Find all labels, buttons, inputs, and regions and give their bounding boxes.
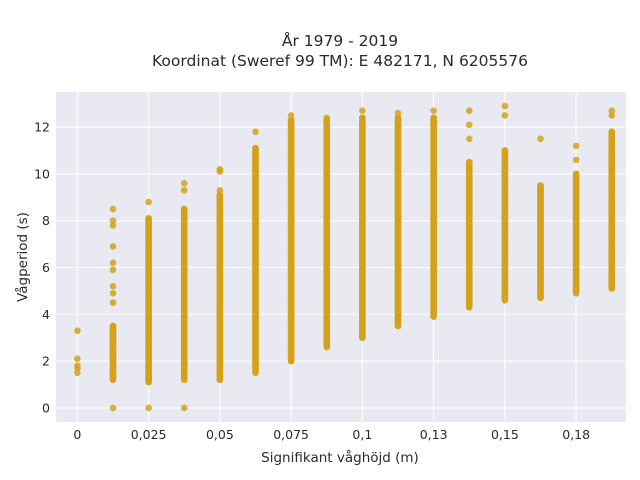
scatter-column (430, 107, 437, 320)
y-axis-label: Vågperiod (s) (14, 212, 31, 302)
scatter-column (323, 114, 331, 351)
scatter-point (430, 312, 437, 320)
scatter-column (145, 198, 152, 412)
scatter-point (216, 374, 224, 382)
y-tick-label: 2 (42, 354, 50, 369)
scatter-column (109, 205, 117, 412)
scatter-point (180, 179, 188, 187)
scatter-point (109, 404, 117, 412)
scatter-point (180, 373, 188, 381)
x-axis-label: Signifikant våghöjd (m) (261, 449, 419, 466)
scatter-point (359, 333, 366, 341)
x-tick-label: 0,05 (206, 427, 234, 442)
scatter-point (74, 369, 81, 377)
scatter-point (74, 364, 81, 372)
data-points (74, 102, 616, 412)
scatter-point (145, 404, 152, 412)
scatter-column (394, 109, 402, 330)
scatter-point (359, 107, 366, 115)
scatter-point (145, 198, 152, 206)
scatter-point (109, 299, 117, 306)
scatter-point (608, 284, 616, 292)
scatter-point (109, 289, 117, 297)
scatter-point (501, 294, 509, 301)
scatter-point (109, 217, 117, 225)
y-tick-label: 10 (34, 166, 50, 181)
scatter-point (180, 186, 188, 194)
x-tick-label: 0,1 (352, 427, 372, 442)
scatter-point (216, 165, 224, 173)
scatter-point (287, 112, 295, 119)
x-tick-label: 0 (73, 427, 81, 442)
scatter-point (537, 135, 544, 143)
scatter-point (394, 109, 402, 117)
scatter-point (109, 373, 117, 381)
scatter-point (323, 114, 331, 122)
chart-subtitle: Koordinat (Sweref 99 TM): E 482171, N 62… (152, 52, 528, 70)
scatter-column (359, 107, 366, 342)
y-tick-labels: 0 2 4 6 8 10 12 (34, 120, 50, 416)
scatter-column (537, 135, 544, 302)
scatter-point (608, 112, 616, 119)
scatter-point (145, 377, 152, 384)
scatter-point (252, 366, 259, 374)
scatter-point (465, 135, 473, 143)
scatter-column (74, 327, 81, 377)
y-tick-label: 6 (42, 260, 50, 275)
scatter-column (572, 142, 580, 297)
x-tick-labels: 0 0,025 0,05 0,075 0,1 0,13 0,15 0,18 (73, 427, 590, 442)
scatter-point (465, 107, 473, 115)
scatter-point (287, 356, 295, 364)
scatter-point (501, 112, 509, 119)
scatter-point (572, 156, 580, 164)
scatter-column (252, 128, 259, 377)
scatter-point (608, 107, 616, 115)
y-tick-label: 4 (42, 307, 50, 322)
scatter-point (74, 327, 81, 335)
scatter-point (465, 121, 473, 129)
y-tick-label: 0 (42, 400, 50, 415)
scatter-point (430, 107, 437, 115)
scatter-point (180, 404, 188, 412)
scatter-point (572, 287, 580, 295)
scatter-point (572, 142, 580, 150)
y-tick-label: 8 (42, 213, 50, 228)
scatter-point (109, 266, 117, 274)
y-tick-label: 12 (34, 120, 50, 135)
scatter-point (109, 222, 117, 229)
x-tick-label: 0,025 (131, 427, 167, 442)
scatter-point (252, 128, 259, 136)
scatter-point (501, 102, 509, 110)
scatter-point (74, 355, 81, 363)
x-tick-label: 0,18 (562, 427, 590, 442)
scatter-point (394, 321, 402, 329)
scatter-point (216, 186, 224, 194)
chart-title: År 1979 - 2019 (282, 31, 398, 50)
scatter-column (465, 107, 473, 311)
scatter-column (180, 179, 188, 412)
scatter-column (287, 112, 295, 365)
x-tick-label: 0,15 (491, 427, 519, 442)
x-tick-label: 0,075 (273, 427, 309, 442)
scatter-column (501, 102, 509, 304)
scatter-point (323, 341, 331, 349)
scatter-point (109, 259, 117, 267)
scatter-column (216, 165, 224, 384)
x-tick-label: 0,13 (420, 427, 448, 442)
scatter-point (537, 293, 544, 300)
scatter-column (608, 107, 616, 292)
scatter-point (465, 302, 473, 310)
scatter-point (109, 205, 117, 213)
scatter-point (109, 282, 117, 290)
scatter-point (109, 243, 117, 250)
